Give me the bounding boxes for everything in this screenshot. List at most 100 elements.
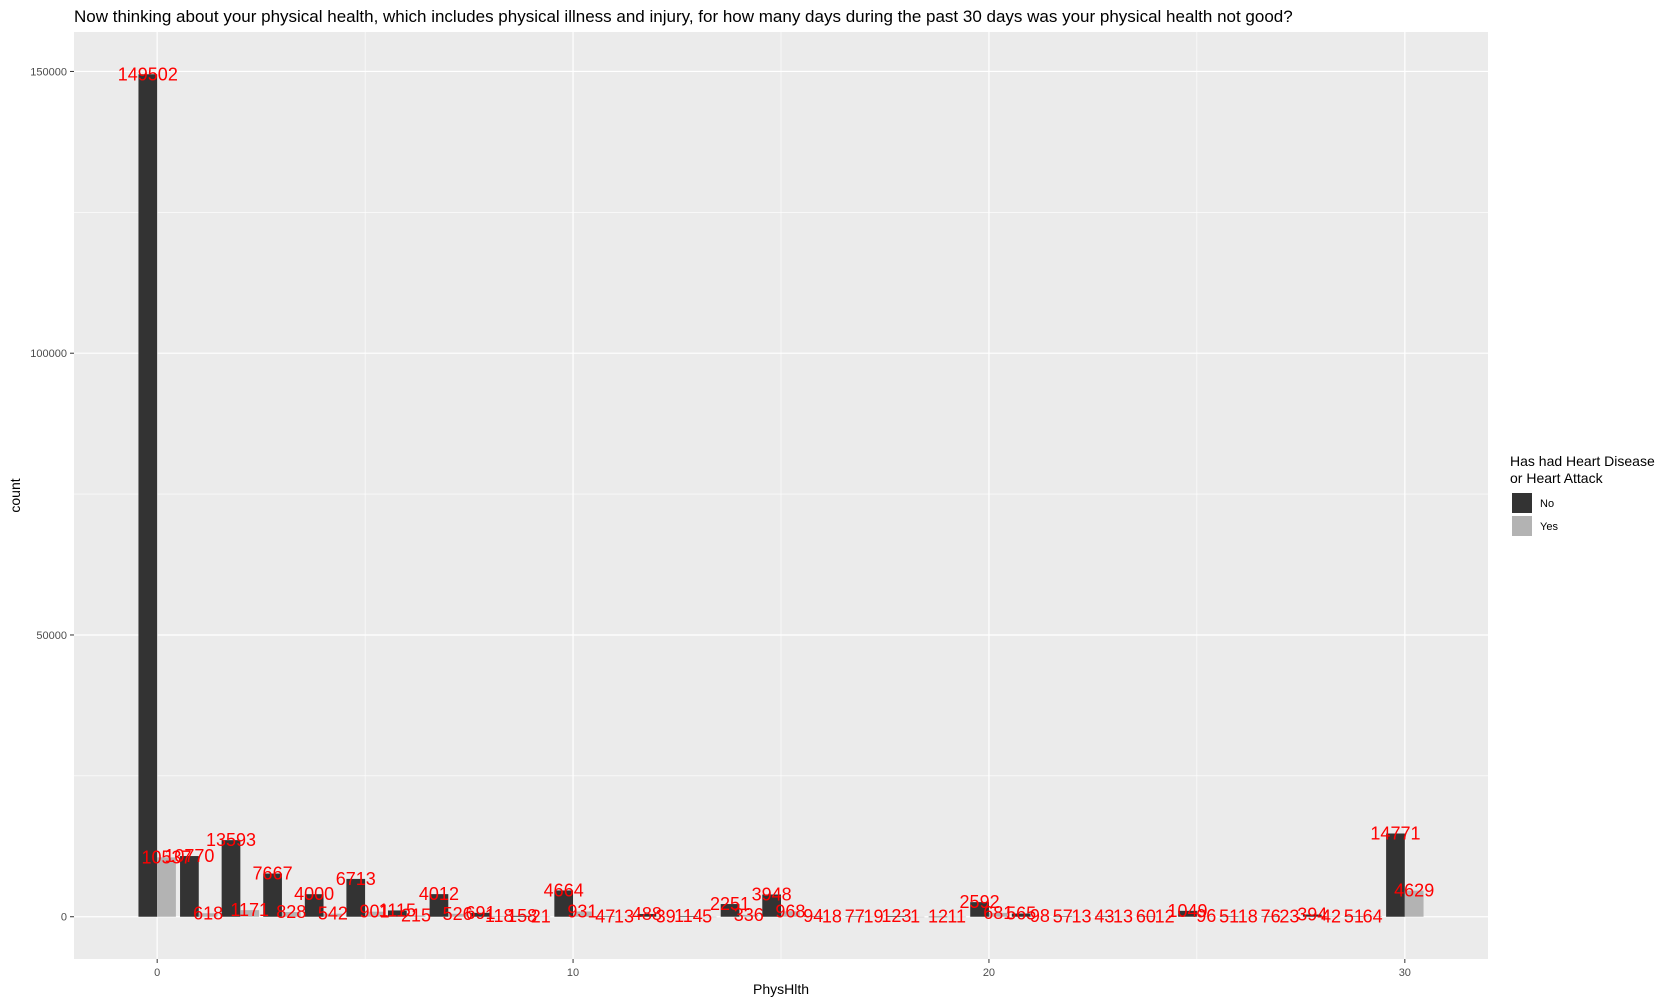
data-label: 39 bbox=[656, 907, 676, 927]
data-label: 901 bbox=[359, 902, 389, 922]
bar-yes bbox=[1155, 916, 1175, 918]
bar-yes bbox=[947, 916, 967, 918]
bar-yes bbox=[198, 913, 218, 917]
data-label: 4000 bbox=[294, 884, 334, 904]
bar-yes bbox=[1280, 916, 1299, 918]
bar-yes bbox=[1113, 916, 1133, 918]
data-label: 12 bbox=[1155, 907, 1175, 927]
data-label: 2251 bbox=[710, 894, 750, 914]
data-label: 4012 bbox=[419, 884, 459, 904]
x-tick-label: 20 bbox=[983, 967, 995, 979]
data-label: 21 bbox=[531, 907, 551, 927]
bar-yes bbox=[1030, 916, 1050, 917]
data-label: 12 bbox=[928, 907, 948, 927]
bar-yes bbox=[448, 913, 468, 917]
data-label: 6713 bbox=[336, 869, 376, 889]
minor-gridlines bbox=[74, 32, 1488, 959]
data-label: 64 bbox=[1363, 906, 1383, 926]
bar-yes bbox=[988, 912, 1008, 917]
bar-no bbox=[679, 916, 698, 917]
data-label: 51 bbox=[1344, 906, 1364, 926]
bar-yes bbox=[573, 911, 592, 917]
legend-title: or Heart Attack bbox=[1510, 470, 1604, 486]
data-label: 94 bbox=[803, 906, 823, 926]
bar-no bbox=[1053, 916, 1073, 917]
data-label: 11 bbox=[947, 907, 966, 927]
bar-no bbox=[1302, 914, 1322, 917]
data-label: 215 bbox=[401, 906, 431, 926]
data-label: 931 bbox=[567, 901, 597, 921]
bar-no bbox=[970, 902, 989, 917]
data-label: 13 bbox=[614, 907, 634, 927]
bar-no bbox=[221, 840, 241, 917]
y-tick-label: 150000 bbox=[30, 66, 67, 78]
bar-no bbox=[803, 916, 823, 917]
legend-key-no bbox=[1512, 493, 1532, 513]
bar-yes bbox=[1072, 916, 1091, 918]
y-axis: 0 50000 100000 150000 bbox=[30, 66, 74, 924]
x-tick-label: 0 bbox=[154, 967, 160, 979]
data-label: 13593 bbox=[206, 830, 256, 850]
bar-no bbox=[595, 916, 615, 917]
bar-no bbox=[1136, 916, 1156, 917]
data-label: 149502 bbox=[118, 64, 178, 84]
data-label: 76 bbox=[1261, 906, 1281, 926]
data-label: 4629 bbox=[1394, 881, 1434, 901]
bar-yes bbox=[240, 910, 260, 917]
data-label: 96 bbox=[1196, 906, 1216, 926]
bar-no bbox=[429, 894, 449, 917]
bar-no bbox=[928, 916, 948, 918]
data-label: 18 bbox=[822, 907, 842, 927]
x-axis: 0 10 20 30 bbox=[154, 959, 1411, 979]
data-label: 3948 bbox=[752, 884, 792, 904]
bar-no bbox=[346, 878, 366, 917]
bar-yes bbox=[1238, 916, 1258, 918]
data-label: 77 bbox=[845, 906, 865, 926]
legend-label-yes: Yes bbox=[1540, 521, 1558, 533]
bar-no bbox=[263, 873, 282, 917]
data-label: 123 bbox=[881, 906, 911, 926]
bar-yes bbox=[739, 914, 759, 917]
bar-no bbox=[1011, 913, 1031, 917]
data-label: 114 bbox=[674, 906, 703, 926]
data-label: 394 bbox=[1297, 905, 1327, 925]
data-label: 14771 bbox=[1370, 823, 1420, 843]
data-label: 19 bbox=[864, 907, 884, 927]
data-label: 10537 bbox=[142, 847, 192, 867]
bar-no bbox=[138, 74, 158, 917]
data-label: 691 bbox=[466, 903, 496, 923]
bar-yes bbox=[1321, 916, 1341, 917]
data-label: 98 bbox=[1030, 906, 1050, 926]
bar-no bbox=[637, 913, 657, 917]
data-label: 828 bbox=[276, 902, 306, 922]
y-tick-label: 100000 bbox=[30, 348, 67, 360]
data-label: 681 bbox=[983, 903, 1013, 923]
bar-yes bbox=[614, 916, 634, 918]
bar-yes bbox=[822, 916, 842, 918]
bar-yes bbox=[781, 911, 800, 917]
data-label: 7667 bbox=[253, 864, 293, 884]
bar-yes bbox=[905, 916, 925, 918]
bar-no bbox=[1094, 916, 1114, 917]
bar-yes bbox=[697, 916, 717, 918]
y-axis-title: count bbox=[7, 478, 23, 512]
data-label: 60 bbox=[1136, 906, 1156, 926]
data-label: 158 bbox=[507, 906, 537, 926]
bar-yes bbox=[1363, 916, 1382, 917]
data-label: 13 bbox=[1071, 907, 1091, 927]
bar-no bbox=[845, 916, 865, 917]
data-label: 42 bbox=[1321, 906, 1341, 926]
data-label: 1115 bbox=[379, 900, 416, 920]
bar-no bbox=[1344, 916, 1364, 917]
legend-key-yes bbox=[1512, 516, 1532, 536]
data-label: 336 bbox=[734, 905, 764, 925]
data-label: 542 bbox=[318, 904, 348, 924]
bar-no bbox=[1178, 910, 1197, 917]
bars bbox=[138, 74, 1424, 918]
bar-no bbox=[1219, 916, 1239, 917]
legend-label-no: No bbox=[1540, 498, 1554, 510]
bar-yes bbox=[656, 916, 675, 918]
bar-no bbox=[471, 912, 490, 917]
bar-yes bbox=[365, 911, 384, 917]
